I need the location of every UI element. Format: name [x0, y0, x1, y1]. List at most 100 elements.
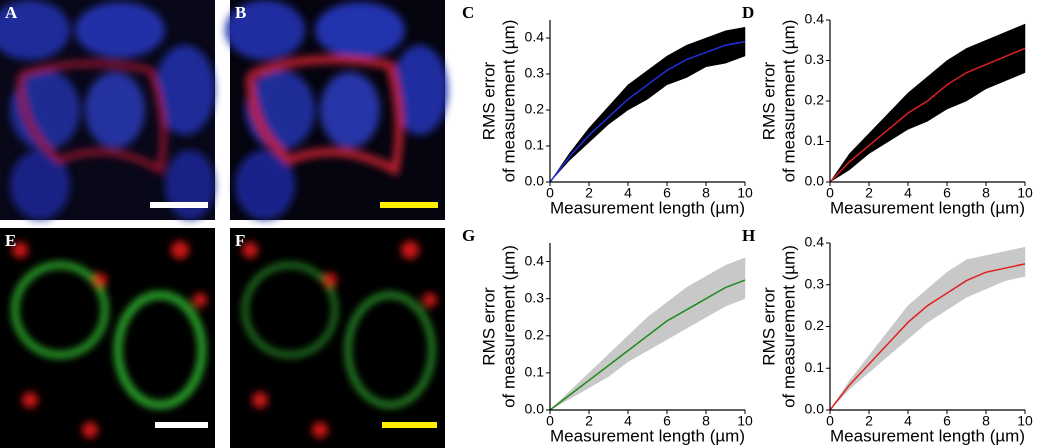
y-tick-label: 0.3	[805, 275, 825, 291]
x-tick-label: 6	[943, 413, 951, 429]
error-band	[569, 127, 590, 161]
y-tick-label: 0.2	[805, 92, 825, 108]
x-tick-label: 8	[982, 413, 990, 429]
data-line	[549, 279, 746, 411]
x-tick-label: 6	[663, 413, 671, 429]
chart: 0 2 4 6 8 10 0.0 0.1 0.2 0.3 0.4 Measurement length…	[742, 226, 1033, 446]
error-band	[627, 69, 648, 111]
y-tick-label: 0.4	[525, 252, 545, 268]
y-axis-label: of measurement (µm)	[499, 20, 518, 183]
x-tick-label: 0	[826, 413, 834, 429]
chart: 0 2 4 6 8 10 0.0 0.1 0.2 0.3 0.4 Measurement length…	[462, 3, 753, 218]
y-tick-label: 0.2	[525, 326, 545, 342]
error-band	[608, 335, 629, 378]
y-tick-label: 0.0	[525, 173, 545, 189]
x-tick-label: 10	[737, 185, 753, 201]
x-axis-label: Measurement length (µm)	[830, 426, 1025, 445]
x-tick-label: 2	[585, 413, 593, 429]
error-band	[868, 329, 889, 373]
y-axis-label: RMS error	[479, 287, 498, 366]
data-line	[829, 263, 1026, 411]
error-band	[647, 301, 668, 352]
x-tick-label: 10	[1017, 185, 1033, 201]
error-band	[1005, 246, 1026, 281]
error-band	[588, 105, 609, 143]
panel-label: E	[5, 231, 16, 250]
y-axis-label: of measurement (µm)	[779, 245, 798, 408]
error-band	[888, 92, 909, 142]
x-axis-label: Measurement length (µm)	[830, 198, 1025, 217]
y-axis-label: RMS error	[759, 61, 778, 140]
y-tick-label: 0.1	[525, 137, 545, 153]
y-tick-label: 0.1	[805, 359, 825, 375]
x-tick-label: 2	[585, 185, 593, 201]
error-band	[627, 316, 648, 363]
panel-label: G	[462, 226, 475, 245]
y-tick-label: 0.1	[525, 364, 545, 380]
error-band	[725, 26, 746, 64]
y-tick-label: 0.4	[805, 234, 825, 250]
error-band	[946, 259, 967, 311]
error-band	[849, 354, 870, 390]
y-axis-label: of measurement (µm)	[499, 245, 518, 408]
error-band	[666, 287, 687, 340]
x-tick-label: 8	[702, 413, 710, 429]
data-line	[549, 40, 746, 183]
y-axis-label: RMS error	[759, 287, 778, 366]
x-tick-label: 10	[737, 413, 753, 429]
micrograph-b: B	[225, 0, 448, 220]
panel-label: F	[235, 231, 245, 250]
y-tick-label: 0.4	[525, 29, 545, 45]
y-tick-label: 0.3	[805, 51, 825, 67]
panel-label: H	[742, 226, 755, 245]
chart: 0 2 4 6 8 10 0.0 0.1 0.2 0.3 0.4 Measurement length…	[462, 226, 753, 446]
error-band	[888, 304, 909, 357]
error-band	[849, 132, 870, 171]
y-tick-label: 0.3	[525, 65, 545, 81]
x-tick-label: 4	[904, 185, 912, 201]
panel-label: D	[742, 3, 754, 22]
error-band	[686, 275, 707, 329]
error-band	[829, 152, 850, 183]
y-tick-label: 0.0	[805, 173, 825, 189]
x-tick-label: 4	[904, 413, 912, 429]
data-line	[829, 47, 1026, 183]
x-tick-label: 4	[624, 185, 632, 201]
chart: 0 2 4 6 8 10 0.0 0.1 0.2 0.3 0.4 Measurement length…	[742, 3, 1033, 218]
x-axis-label: Measurement length (µm)	[550, 198, 745, 217]
x-tick-label: 6	[663, 185, 671, 201]
x-tick-label: 6	[943, 185, 951, 201]
x-tick-label: 0	[546, 413, 554, 429]
x-tick-label: 2	[865, 185, 873, 201]
panel-label: B	[235, 3, 246, 22]
error-band	[608, 84, 629, 125]
x-tick-label: 0	[546, 185, 554, 201]
y-axis-label: RMS error	[479, 61, 498, 140]
error-band	[705, 264, 726, 318]
y-tick-label: 0.3	[525, 289, 545, 305]
panel-label: A	[5, 3, 18, 22]
x-axis-label: Measurement length (µm)	[550, 426, 745, 445]
error-band	[868, 112, 889, 155]
x-tick-label: 8	[702, 185, 710, 201]
y-tick-label: 0.4	[805, 11, 825, 27]
error-band	[569, 372, 590, 400]
x-tick-label: 10	[1017, 413, 1033, 429]
y-tick-label: 0.2	[805, 317, 825, 333]
y-axis-label: of measurement (µm)	[779, 20, 798, 183]
micrograph-e: E	[0, 228, 215, 448]
x-tick-label: 2	[865, 413, 873, 429]
error-band	[927, 59, 948, 122]
x-tick-label: 0	[826, 185, 834, 201]
micrograph-f: F	[230, 228, 445, 448]
y-tick-label: 0.1	[805, 132, 825, 148]
y-tick-label: 0.2	[525, 101, 545, 117]
error-band	[588, 353, 609, 389]
x-tick-label: 4	[624, 413, 632, 429]
y-tick-label: 0.0	[525, 401, 545, 417]
micrograph-a: A	[0, 0, 215, 220]
y-tick-label: 0.0	[805, 401, 825, 417]
x-tick-label: 8	[982, 185, 990, 201]
